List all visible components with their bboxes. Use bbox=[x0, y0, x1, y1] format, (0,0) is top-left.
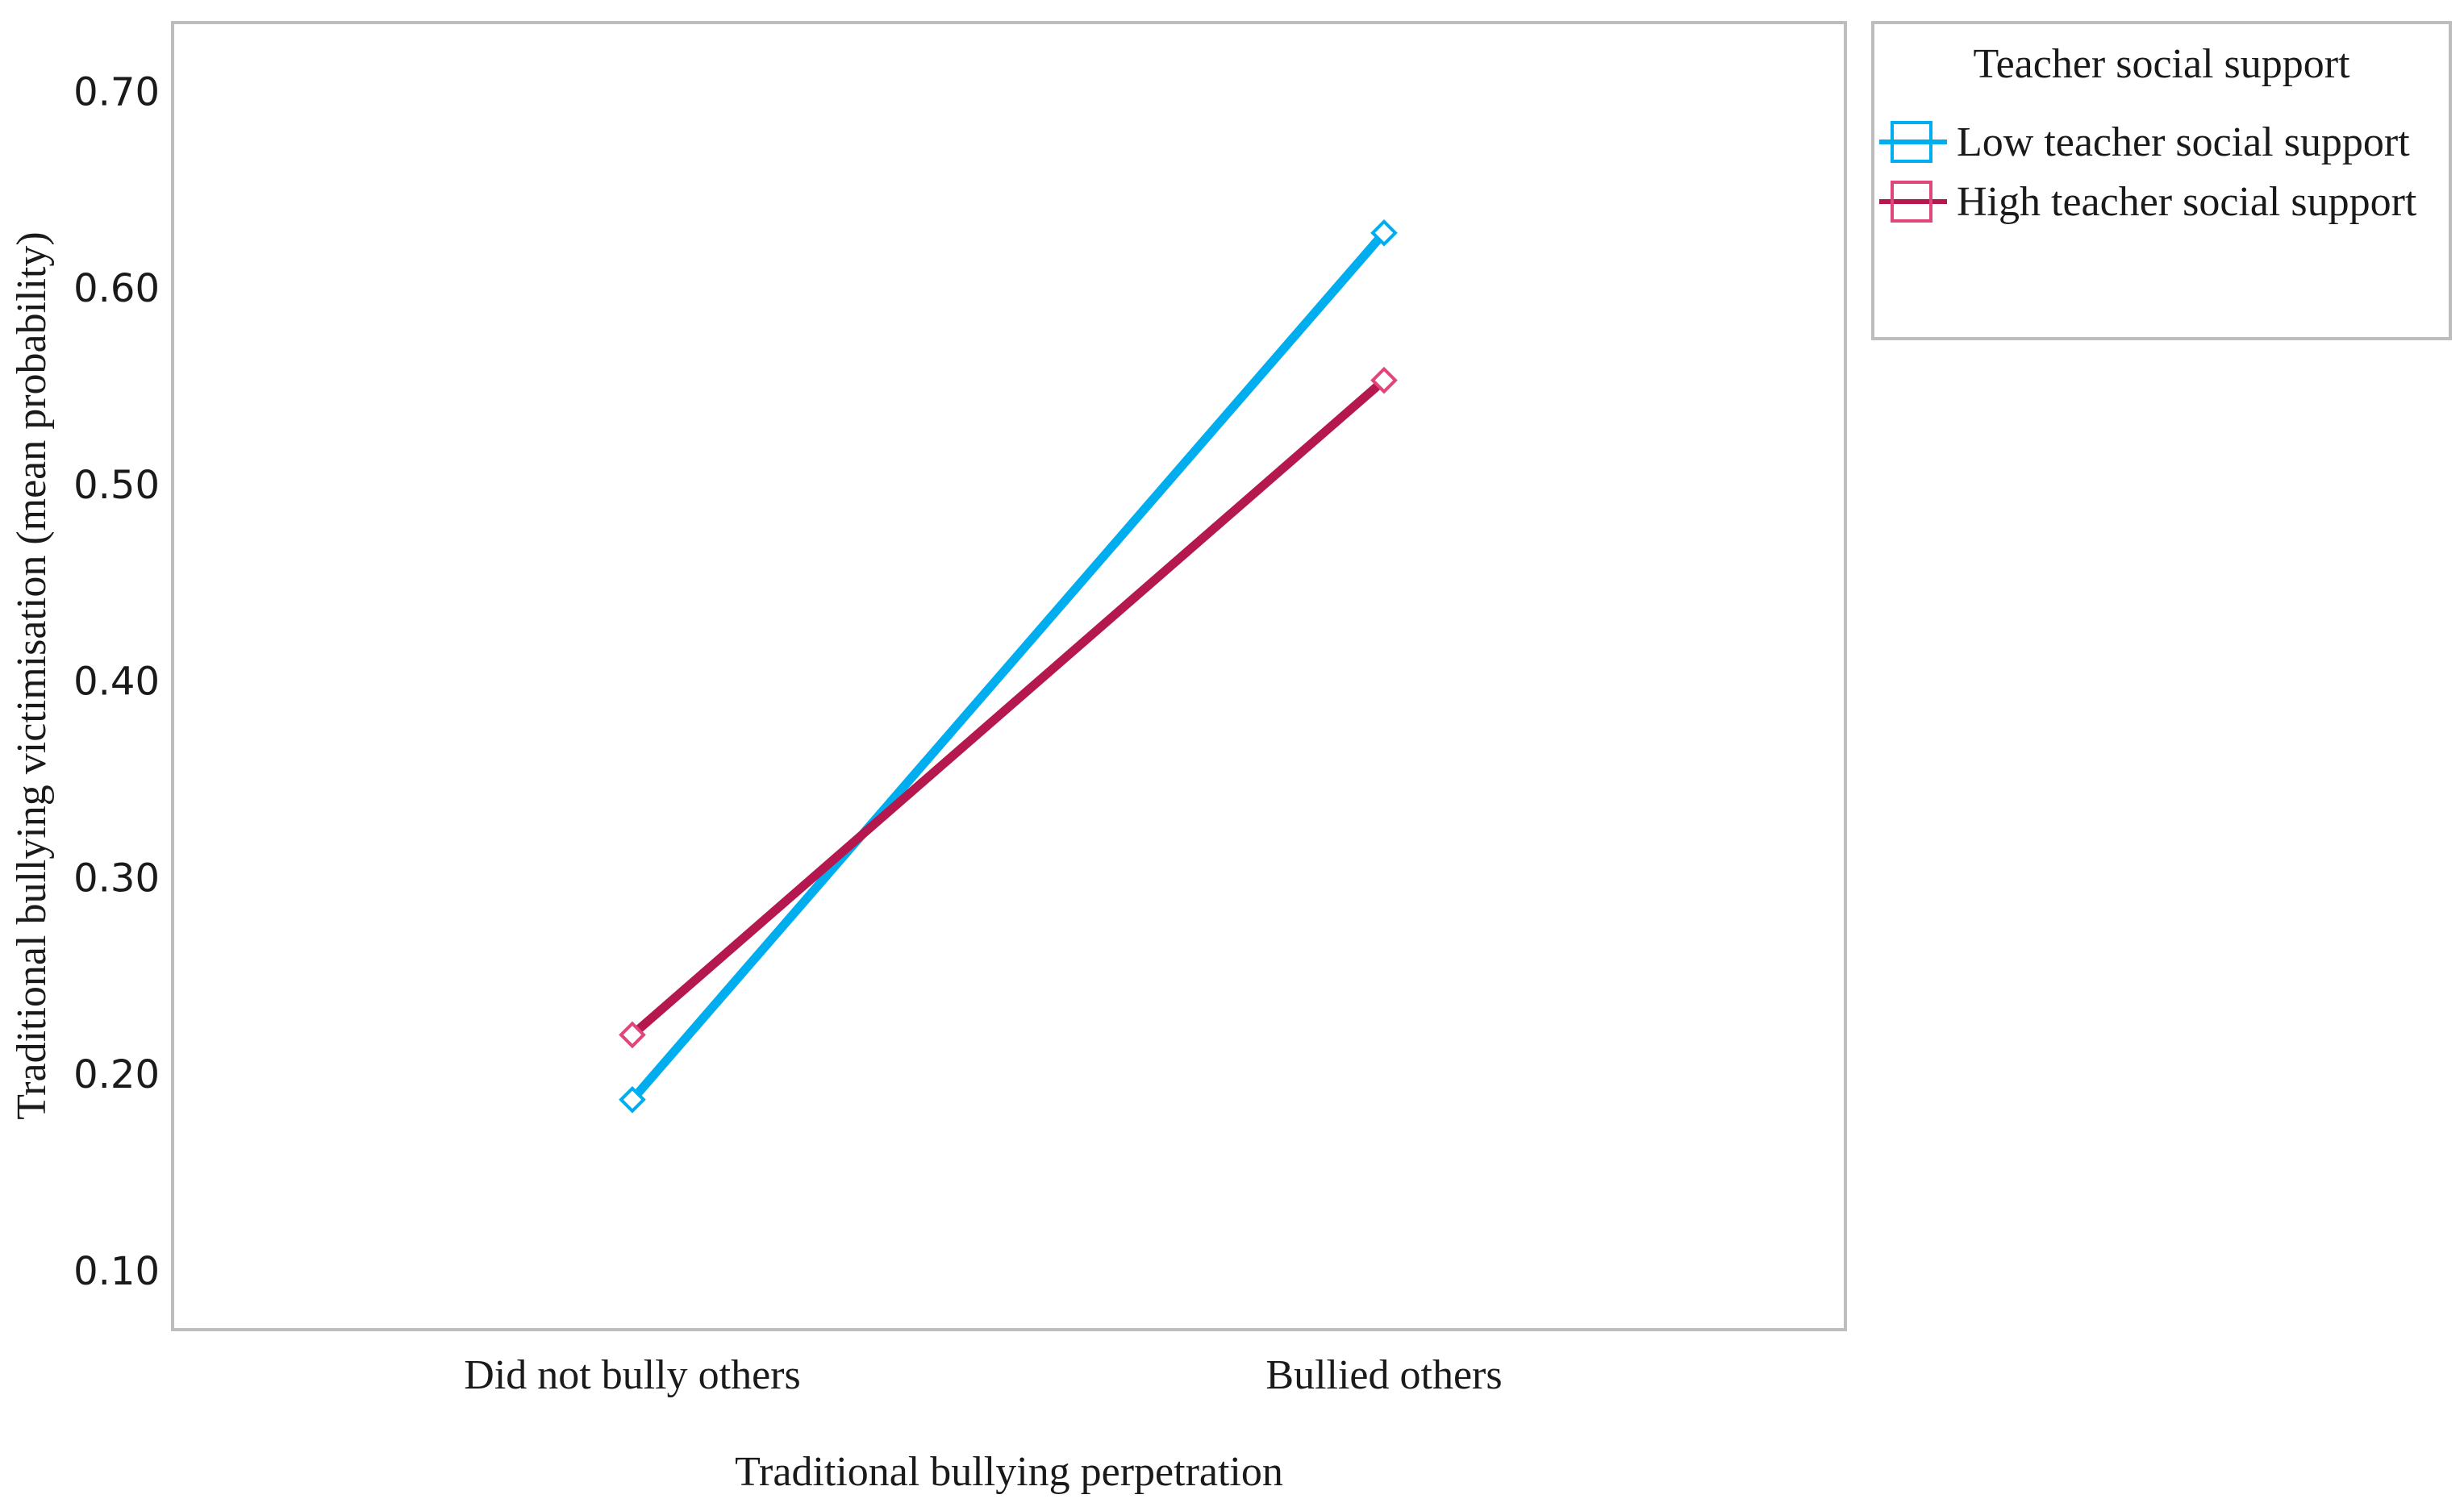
legend-label: Low teacher social support bbox=[1957, 119, 2410, 165]
y-axis-title: Traditional bullying victimisation (mean… bbox=[9, 231, 55, 1120]
series-group bbox=[619, 219, 1398, 1114]
x-axis-categories: Did not bully others Bullied others bbox=[464, 1352, 1502, 1398]
y-tick-label: 0.20 bbox=[73, 1052, 160, 1097]
legend-swatch-marker bbox=[1891, 181, 1932, 223]
y-tick-label: 0.70 bbox=[73, 69, 160, 114]
legend-label: High teacher social support bbox=[1957, 179, 2417, 225]
series-line bbox=[629, 377, 1387, 1039]
y-tick-label: 0.30 bbox=[73, 856, 160, 901]
plot-area-frame bbox=[171, 21, 1847, 1331]
y-tick-label: 0.60 bbox=[73, 266, 160, 311]
legend-title: Teacher social support bbox=[1973, 41, 2350, 87]
legend: Teacher social support Low teacher socia… bbox=[1871, 21, 2452, 340]
legend-swatch-marker bbox=[1891, 121, 1932, 163]
y-tick-label: 0.40 bbox=[73, 660, 160, 705]
legend-items: Low teacher social support High teacher s… bbox=[1879, 119, 2417, 225]
data-point-marker bbox=[619, 1021, 646, 1049]
data-point-marker bbox=[619, 1085, 646, 1114]
x-category-label: Did not bully others bbox=[464, 1352, 800, 1398]
y-tick-label: 0.50 bbox=[73, 463, 160, 508]
x-category-label: Bullied others bbox=[1265, 1352, 1502, 1398]
data-point-marker bbox=[1370, 219, 1398, 247]
x-axis-title: Traditional bullying perpetration bbox=[735, 1449, 1283, 1495]
legend-frame bbox=[1871, 21, 2452, 340]
y-tick-label: 0.10 bbox=[73, 1249, 160, 1294]
y-axis-ticks: 0.10 0.20 0.30 0.40 0.50 0.60 0.70 bbox=[73, 69, 160, 1294]
data-point-marker bbox=[1370, 366, 1398, 394]
series-line bbox=[628, 230, 1388, 1103]
